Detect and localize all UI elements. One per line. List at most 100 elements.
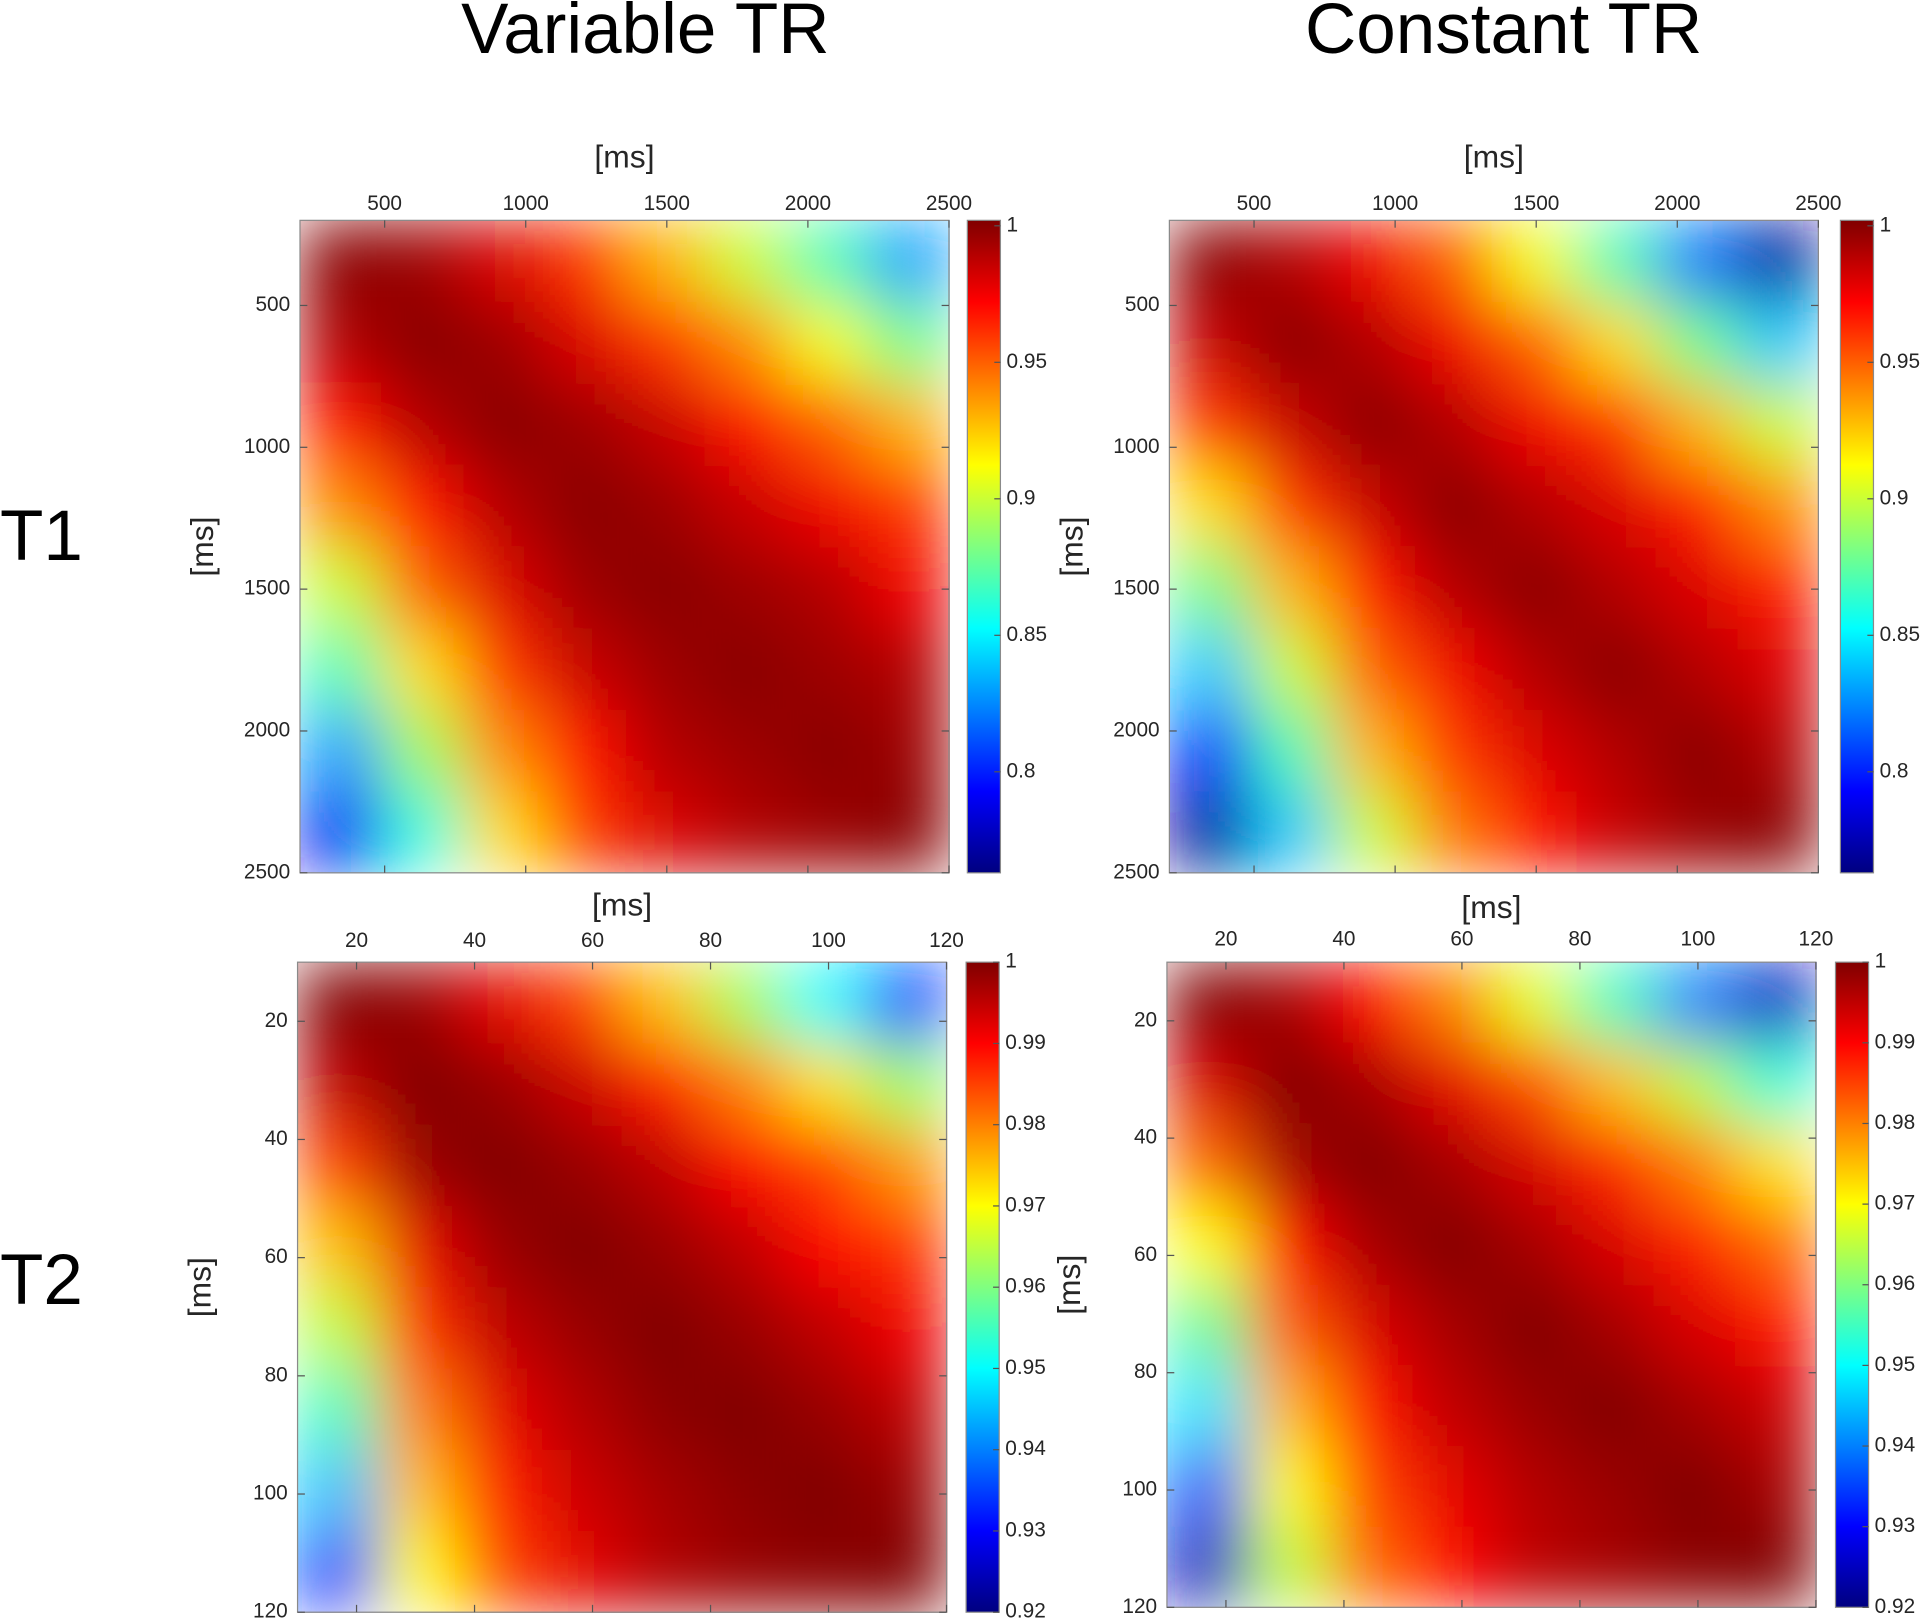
colorbar-tick-label: 0.99 [1875, 1030, 1915, 1053]
heatmap-cell [1491, 1204, 1574, 1286]
heatmap-cell [1491, 1123, 1574, 1205]
colorbar-tick-label: 0.92 [1875, 1595, 1915, 1618]
colorbar-tick-label: 0.96 [1875, 1272, 1915, 1295]
x-tick-label: 2000 [1654, 192, 1700, 215]
colorbar-tick-label: 1 [1007, 213, 1019, 236]
colorbar-tick-label: 0.92 [1005, 1600, 1045, 1622]
colorbar-tick-label: 0.95 [1875, 1353, 1915, 1376]
heatmap-cell [1250, 709, 1333, 792]
heatmap-cell [1572, 1446, 1655, 1528]
y-tick-label: 20 [1134, 1008, 1157, 1031]
heatmap-cell [1493, 383, 1576, 466]
y-axis-label: [ms] [184, 517, 220, 577]
y-tick-label: 40 [1134, 1126, 1157, 1149]
heatmap-cell [1491, 1042, 1574, 1125]
heatmap-cell [543, 628, 626, 711]
heatmap-cell [540, 1205, 623, 1288]
heatmap-cell [1329, 962, 1411, 1044]
colorbar-tick-label: 0.93 [1005, 1518, 1045, 1541]
y-tick-label: 2000 [244, 718, 290, 741]
heatmap-cell [1169, 628, 1252, 711]
heatmap-cell [297, 1124, 380, 1207]
heatmap-cell [459, 1124, 542, 1207]
heatmap-cell [1410, 1446, 1493, 1528]
heatmap-cell [381, 383, 463, 466]
x-tick-label: 1000 [1372, 192, 1418, 215]
x-tick-label: 100 [1681, 928, 1716, 951]
heatmap-cell [1250, 383, 1333, 466]
heatmap-cell [543, 301, 626, 385]
colorbar-tick-label: 1 [1880, 213, 1892, 236]
heatmap-cell [622, 1449, 704, 1532]
x-tick-label: 20 [345, 929, 368, 952]
heatmap-cell [381, 791, 463, 874]
heatmap-cell [1653, 1204, 1736, 1286]
heatmap-cell [784, 1205, 867, 1288]
heatmap-cell [1166, 1526, 1249, 1608]
colorbar-tick-label: 0.9 [1880, 486, 1909, 509]
colorbar-tick-label: 0.95 [1005, 1356, 1045, 1379]
heatmap-cell [705, 546, 788, 629]
y-tick-label: 60 [1134, 1243, 1157, 1266]
heatmap-cell [1491, 1446, 1574, 1528]
heatmap-cell [1412, 791, 1495, 874]
heatmap-cell [865, 1449, 948, 1532]
heatmap-cell [543, 546, 626, 629]
heatmap-cells [1166, 962, 1817, 1608]
heatmap-cell [1656, 465, 1738, 548]
heatmap-cell [622, 1287, 704, 1370]
heatmap-cell [1656, 301, 1738, 385]
heatmap-cell [300, 791, 382, 874]
heatmap-cell [1575, 791, 1657, 874]
heatmap-cell [1737, 465, 1819, 548]
heatmap-cell [1329, 1526, 1411, 1608]
heatmap-cell [867, 628, 950, 711]
heatmap-cell [381, 628, 463, 711]
x-axis-label: [ms] [1464, 139, 1524, 175]
heatmap-cell [1493, 628, 1576, 711]
heatmap-cell [459, 962, 542, 1045]
heatmap-cell [1248, 1284, 1330, 1366]
heatmap-cell [378, 1368, 461, 1451]
heatmap-cell [462, 628, 544, 711]
heatmap-cell [1656, 546, 1738, 629]
heatmap-cell [865, 962, 948, 1045]
heatmap-cell [703, 1205, 785, 1288]
heatmap-cell [1653, 1123, 1736, 1205]
heatmap-cell [462, 709, 544, 792]
heatmap-cell [378, 1449, 461, 1532]
heatmap-cell [1331, 383, 1414, 466]
heatmap-cell [1412, 220, 1495, 303]
heatmap-cell [1412, 628, 1495, 711]
heatmap-cell [703, 1124, 785, 1207]
heatmap-cell [462, 301, 544, 385]
heatmap-cell [786, 791, 869, 874]
row-label: T1 [0, 497, 83, 576]
colorbar-tick-label: 0.94 [1005, 1437, 1045, 1460]
heatmap-cell [300, 220, 382, 303]
heatmap-cell [1250, 628, 1333, 711]
heatmap-cell [1410, 1526, 1493, 1608]
heatmap-cell [1250, 220, 1333, 303]
heatmap-cell [703, 1287, 785, 1370]
heatmap-cell [543, 220, 626, 303]
heatmap-cell [1575, 301, 1657, 385]
heatmap-cell [1737, 546, 1819, 629]
heatmap-cell [1575, 546, 1657, 629]
colorbar-tick-label: 0.96 [1005, 1275, 1045, 1298]
heatmap-cell [624, 709, 707, 792]
heatmap-cell [297, 1043, 380, 1126]
heatmap-cell [1572, 1526, 1655, 1608]
heatmap-cell [786, 301, 869, 385]
y-tick-label: 2000 [1113, 718, 1159, 741]
heatmap-cell [1331, 220, 1414, 303]
heatmap-cell [1410, 1042, 1493, 1125]
y-axis-label: [ms] [1051, 1255, 1087, 1315]
heatmap-cell [1734, 1446, 1817, 1528]
heatmap-cell [1331, 628, 1414, 711]
colorbar-tick-label: 1 [1005, 950, 1017, 973]
heatmap-cell [1734, 1526, 1817, 1608]
heatmap-cell [867, 791, 950, 874]
heatmap-cell [1572, 962, 1655, 1044]
heatmap-cell [1248, 1365, 1330, 1447]
